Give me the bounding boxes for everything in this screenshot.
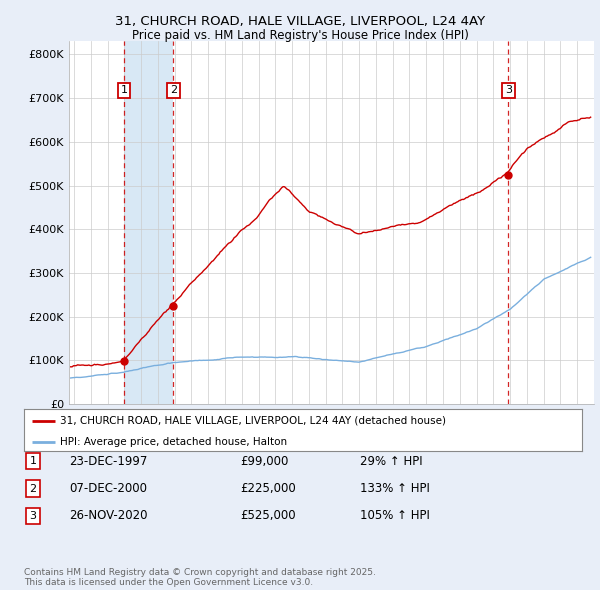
Text: 1: 1 xyxy=(29,457,37,466)
Text: £99,000: £99,000 xyxy=(240,455,289,468)
Text: 26-NOV-2020: 26-NOV-2020 xyxy=(69,509,148,522)
Text: Price paid vs. HM Land Registry's House Price Index (HPI): Price paid vs. HM Land Registry's House … xyxy=(131,30,469,42)
Text: 23-DEC-1997: 23-DEC-1997 xyxy=(69,455,148,468)
Text: Contains HM Land Registry data © Crown copyright and database right 2025.
This d: Contains HM Land Registry data © Crown c… xyxy=(24,568,376,587)
Text: £525,000: £525,000 xyxy=(240,509,296,522)
Text: £225,000: £225,000 xyxy=(240,482,296,495)
Text: 29% ↑ HPI: 29% ↑ HPI xyxy=(360,455,422,468)
Text: 31, CHURCH ROAD, HALE VILLAGE, LIVERPOOL, L24 4AY (detached house): 31, CHURCH ROAD, HALE VILLAGE, LIVERPOOL… xyxy=(60,416,446,426)
Text: 3: 3 xyxy=(29,511,37,520)
Text: 2: 2 xyxy=(29,484,37,493)
Text: 133% ↑ HPI: 133% ↑ HPI xyxy=(360,482,430,495)
Text: 2: 2 xyxy=(170,86,177,95)
Text: 07-DEC-2000: 07-DEC-2000 xyxy=(69,482,147,495)
Text: 3: 3 xyxy=(505,86,512,95)
Text: 31, CHURCH ROAD, HALE VILLAGE, LIVERPOOL, L24 4AY: 31, CHURCH ROAD, HALE VILLAGE, LIVERPOOL… xyxy=(115,15,485,28)
Bar xyxy=(124,41,173,404)
Text: 1: 1 xyxy=(121,86,127,95)
Text: HPI: Average price, detached house, Halton: HPI: Average price, detached house, Halt… xyxy=(60,437,287,447)
Text: 105% ↑ HPI: 105% ↑ HPI xyxy=(360,509,430,522)
